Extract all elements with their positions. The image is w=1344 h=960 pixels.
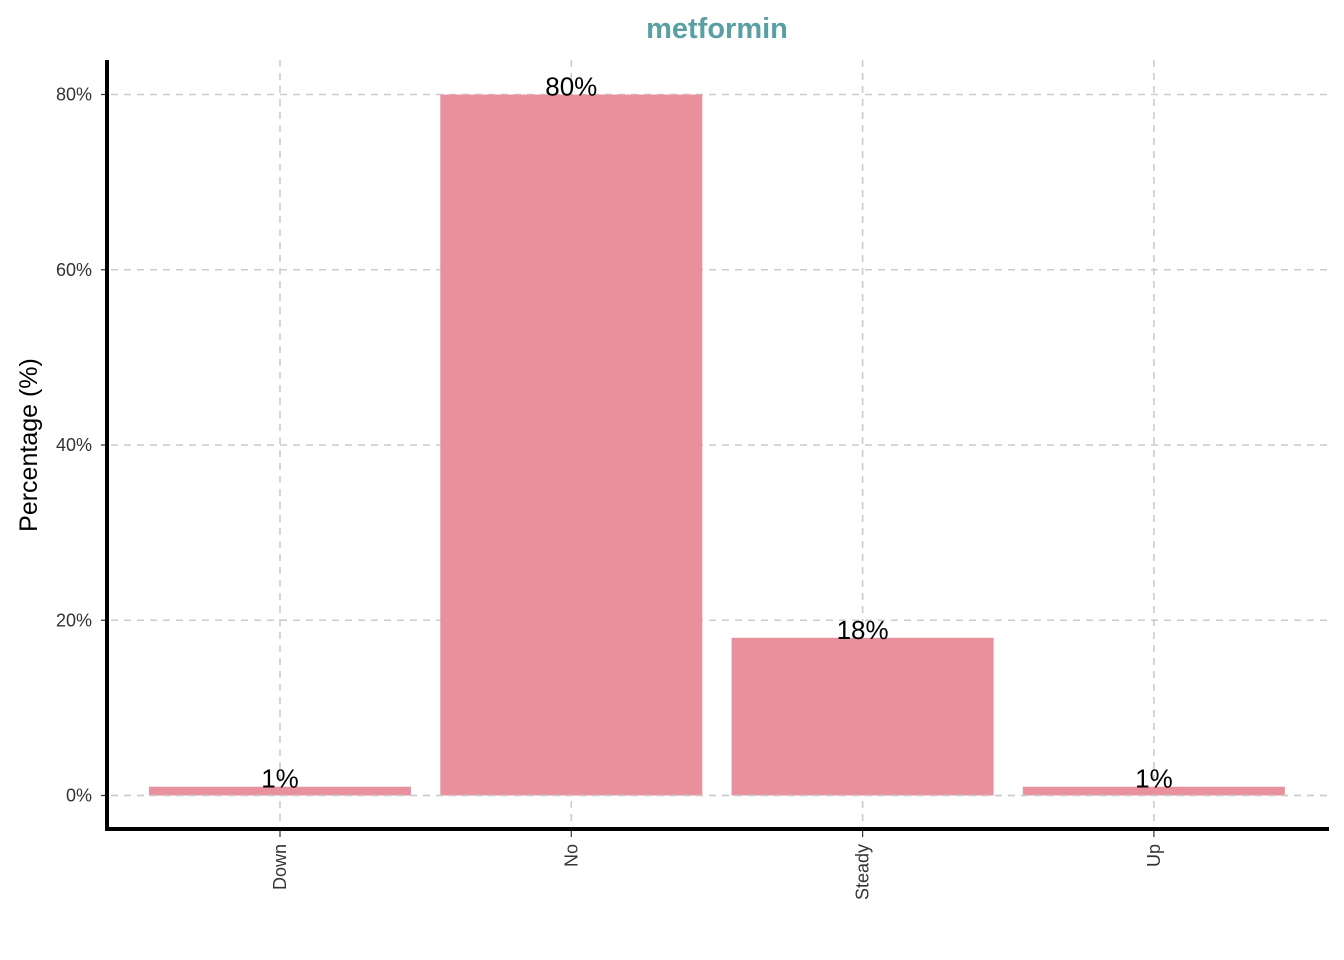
y-tick-label: 80% <box>56 85 92 105</box>
x-tick-label: Down <box>270 844 290 890</box>
bar-data-label: 80% <box>545 72 597 102</box>
x-tick-label: No <box>561 844 581 867</box>
label-layer: 1% 80% 18% 1% <box>261 72 1172 794</box>
bar-data-label: 1% <box>1135 764 1173 794</box>
axis-layer: 0% 20% 40% 60% 80% Down No Steady Up <box>56 60 1329 900</box>
bar-down <box>149 786 411 796</box>
y-tick-label: 60% <box>56 260 92 280</box>
y-tick-label: 0% <box>66 786 92 806</box>
y-axis-title: Percentage (%) <box>15 358 43 532</box>
bar-data-label: 1% <box>261 764 299 794</box>
bar-layer <box>111 94 1329 797</box>
chart-title: metformin <box>646 13 788 45</box>
bar-no <box>440 94 703 796</box>
bar-steady <box>731 637 994 796</box>
grid-layer <box>111 60 1329 827</box>
bar-data-label: 18% <box>837 615 889 645</box>
bar-up <box>1022 786 1285 796</box>
y-tick-label: 20% <box>56 610 92 630</box>
x-tick-label: Up <box>1144 844 1164 867</box>
y-tick-label: 40% <box>56 435 92 455</box>
x-tick-label: Steady <box>853 844 873 900</box>
